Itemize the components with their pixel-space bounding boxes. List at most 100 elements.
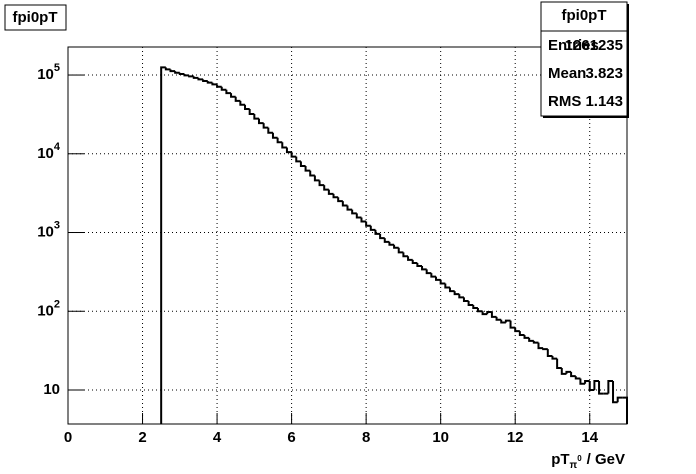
title-box bbox=[4, 4, 67, 31]
histogram-bin bbox=[616, 396, 623, 403]
histogram-bin bbox=[276, 137, 283, 144]
histogram-bin bbox=[500, 319, 506, 324]
histogram-bin bbox=[453, 291, 460, 296]
histogram-bin bbox=[570, 371, 576, 378]
x-axis-label-part: / GeV bbox=[587, 451, 625, 468]
histogram-bin bbox=[337, 197, 343, 203]
histogram-bin bbox=[197, 77, 204, 81]
histogram-bin bbox=[388, 241, 395, 246]
histogram-bin bbox=[169, 69, 176, 73]
histogram-bin bbox=[346, 205, 353, 211]
histogram-bin bbox=[467, 300, 474, 307]
histogram-bin bbox=[462, 297, 469, 302]
histogram-bin bbox=[495, 316, 502, 321]
histogram-bin bbox=[537, 342, 544, 350]
histogram-bin bbox=[532, 340, 539, 344]
x-axis-label: pTπ0 / GeV bbox=[551, 451, 625, 471]
x-tick-label: 10 bbox=[432, 429, 449, 446]
y-tick-exponent: 4 bbox=[54, 141, 61, 153]
histogram-bin bbox=[332, 193, 339, 199]
histogram-bin bbox=[528, 337, 534, 342]
y-tick-label: 103 bbox=[37, 219, 60, 240]
histogram-bin bbox=[393, 244, 399, 249]
histogram-bin bbox=[285, 147, 292, 154]
x-tick-label: 0 bbox=[64, 429, 72, 446]
histogram-bin bbox=[304, 165, 311, 172]
histogram-bin bbox=[164, 67, 171, 71]
histogram-bin bbox=[504, 319, 511, 323]
histogram-bin bbox=[160, 66, 166, 424]
x-axis-label-part: π bbox=[570, 460, 578, 471]
histogram-bin bbox=[248, 109, 255, 115]
y-tick-label: 104 bbox=[37, 141, 61, 162]
histogram-bin bbox=[584, 380, 590, 384]
stats-value: 1261235 bbox=[565, 37, 623, 54]
histogram-bin bbox=[425, 269, 432, 275]
histogram-bin bbox=[351, 209, 357, 215]
histogram-bin bbox=[230, 93, 236, 98]
stats-title: fpi0pT bbox=[562, 7, 607, 24]
histogram-bin bbox=[411, 259, 418, 265]
x-tick-label: 8 bbox=[362, 429, 370, 446]
histogram-bin bbox=[220, 86, 227, 91]
histogram-bin bbox=[598, 381, 604, 395]
x-axis-label-part: 0 bbox=[577, 454, 582, 463]
histogram-bin bbox=[192, 76, 199, 79]
histogram-bin bbox=[407, 256, 413, 261]
histogram-bin bbox=[622, 396, 628, 424]
y-tick-label: 10 bbox=[43, 381, 60, 398]
histogram-bin bbox=[560, 368, 567, 375]
stats-label: RMS bbox=[548, 93, 581, 110]
histogram-bin bbox=[565, 370, 572, 374]
histogram-bin bbox=[202, 79, 208, 82]
stats-value: 1.143 bbox=[585, 93, 623, 110]
histogram-bin bbox=[593, 380, 600, 390]
histogram-bin bbox=[244, 104, 250, 111]
y-tick-exponent: 5 bbox=[54, 62, 60, 74]
histogram-bin bbox=[188, 75, 194, 78]
histogram-bin bbox=[327, 189, 334, 195]
histogram-bin bbox=[234, 96, 241, 102]
histogram-bin bbox=[211, 82, 218, 86]
x-tick-label: 6 bbox=[287, 429, 295, 446]
y-tick-base: 10 bbox=[37, 145, 54, 162]
histogram-bin bbox=[323, 185, 329, 191]
histogram-bin bbox=[369, 225, 376, 231]
stats-value: 3.823 bbox=[585, 65, 623, 82]
histogram-bin bbox=[397, 247, 404, 254]
y-tick-base: 10 bbox=[37, 302, 54, 319]
histogram-bin bbox=[374, 229, 381, 235]
histogram-bin bbox=[253, 113, 259, 120]
stats-label: Mean bbox=[548, 65, 586, 82]
y-tick-exponent: 3 bbox=[54, 219, 60, 231]
histogram-bin bbox=[290, 152, 297, 158]
histogram-bin bbox=[546, 349, 553, 358]
histogram-bin bbox=[458, 294, 464, 299]
histogram-bin bbox=[225, 89, 232, 95]
histogram-bin bbox=[299, 161, 306, 167]
histogram-bin bbox=[239, 100, 246, 106]
histogram-bin bbox=[355, 213, 362, 219]
histogram-bin bbox=[341, 201, 348, 207]
histogram-bin bbox=[472, 305, 478, 309]
chart-title: fpi0pT bbox=[13, 9, 58, 26]
histogram-bin bbox=[490, 311, 497, 318]
histogram-bin bbox=[295, 156, 301, 163]
histogram-bin bbox=[448, 287, 455, 293]
histogram-bin bbox=[318, 180, 325, 187]
histogram-bin bbox=[439, 279, 446, 285]
histogram-bin bbox=[365, 221, 371, 227]
histogram-bin bbox=[435, 276, 441, 281]
histogram-bin bbox=[267, 127, 273, 134]
stats-label: Entries bbox=[548, 37, 599, 54]
histogram-bin bbox=[174, 71, 180, 74]
x-tick-label: 2 bbox=[138, 429, 146, 446]
histogram-bin bbox=[360, 217, 367, 223]
y-tick-base: 10 bbox=[37, 223, 54, 240]
histogram-bin bbox=[309, 170, 315, 177]
stats-box bbox=[540, 1, 628, 117]
y-tick-base: 10 bbox=[37, 66, 54, 83]
histogram-bin bbox=[178, 72, 185, 76]
x-tick-label: 12 bbox=[507, 429, 524, 446]
